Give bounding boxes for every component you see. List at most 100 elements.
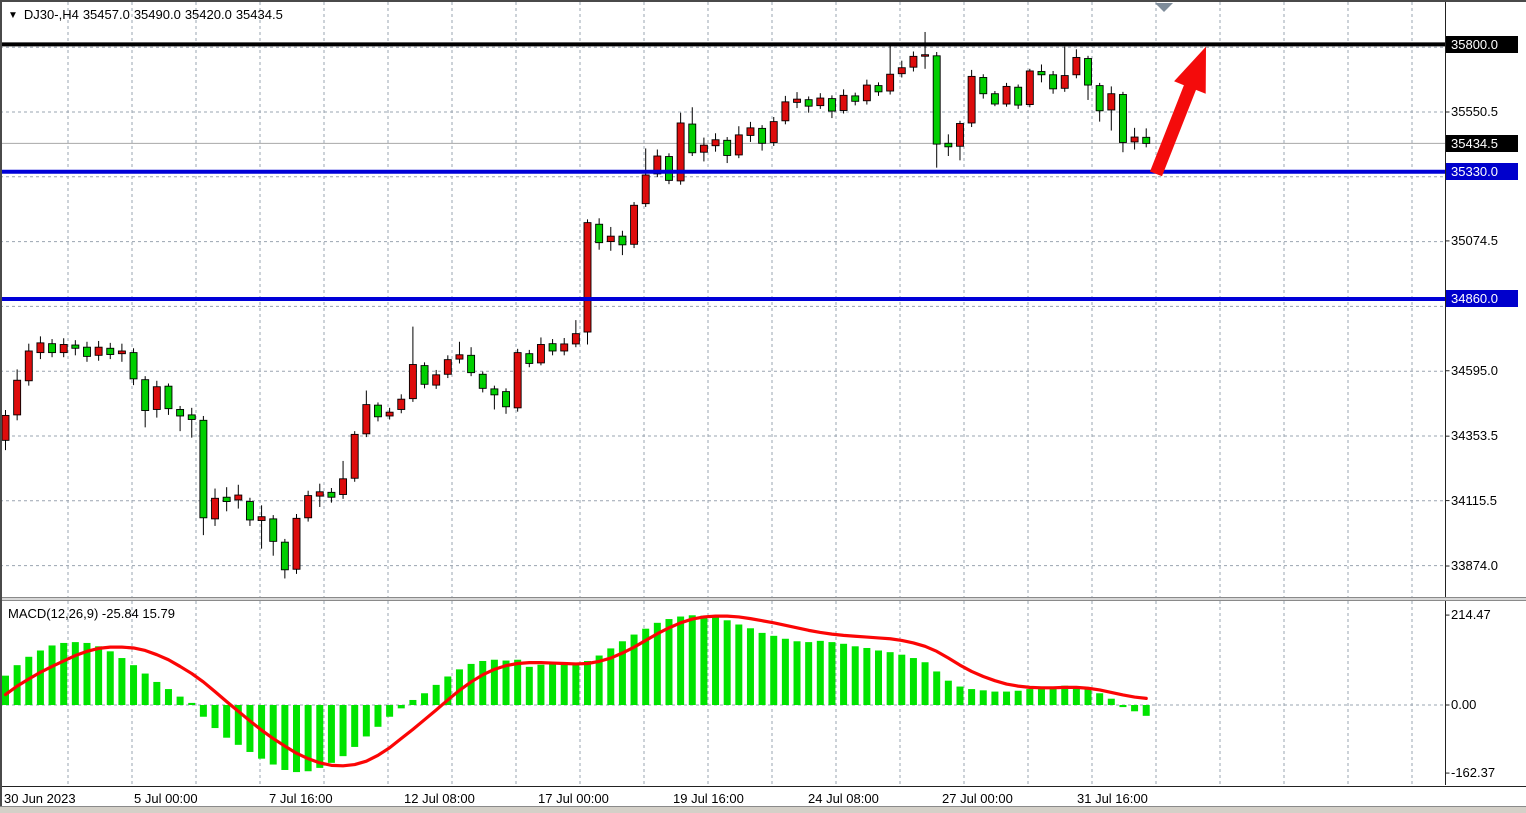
macd-indicator-label: MACD(12,26,9) -25.84 15.79: [8, 606, 175, 621]
candle-bearish: [176, 409, 185, 417]
chart-shift-marker-icon[interactable]: [1155, 3, 1173, 12]
candle-bullish: [886, 73, 895, 92]
macd-histogram-bar: [572, 663, 580, 705]
macd-histogram-bar: [968, 689, 976, 705]
macd-histogram-bar: [677, 616, 685, 705]
candle-bearish: [990, 93, 999, 105]
macd-histogram-bar: [153, 681, 161, 705]
macd-histogram-bar: [921, 662, 929, 705]
macd-histogram-bar: [106, 651, 114, 705]
candle-bullish: [304, 495, 313, 519]
candle-bullish: [583, 222, 592, 333]
candle-bearish: [1014, 86, 1023, 106]
macd-histogram-bar: [549, 663, 557, 705]
candle-bullish: [152, 386, 161, 410]
candle-bearish: [723, 139, 732, 156]
macd-histogram-bar: [851, 646, 859, 705]
candle-bearish: [1037, 71, 1046, 76]
macd-histogram-bar: [455, 669, 463, 705]
macd-histogram-bar: [223, 705, 231, 738]
candle-bullish: [769, 121, 778, 143]
macd-histogram-bar: [688, 615, 696, 705]
macd-histogram-bar: [211, 705, 219, 729]
candle-bullish: [257, 516, 266, 521]
macd-histogram-bar: [1119, 705, 1127, 708]
candle-bearish: [199, 419, 208, 519]
candle-bullish: [676, 122, 685, 182]
candle-bearish: [502, 391, 510, 408]
macd-histogram-bar: [805, 642, 813, 705]
chart-canvas[interactable]: [0, 0, 1526, 786]
macd-histogram-bar: [432, 684, 440, 705]
macd-histogram-bar: [141, 673, 149, 705]
candle-bullish: [513, 352, 522, 409]
price-badge-34860.0: 34860.0: [1446, 290, 1518, 308]
candle-bearish: [83, 346, 91, 357]
candle-bullish: [956, 123, 964, 147]
macd-histogram-bar: [909, 658, 917, 705]
candle-bullish: [292, 517, 301, 570]
macd-histogram-bar: [118, 658, 126, 705]
candle-bullish: [211, 497, 219, 520]
price-axis-label: 34353.5: [1451, 428, 1498, 444]
macd-histogram-bar: [386, 705, 394, 717]
candle-bearish: [851, 95, 860, 102]
trend-arrow[interactable]: [1150, 46, 1206, 177]
candle-bullish: [1107, 93, 1116, 111]
candle-bearish: [525, 353, 534, 364]
time-axis-label: 27 Jul 00:00: [942, 791, 1013, 806]
candle-bullish: [816, 97, 825, 107]
candle-bullish: [571, 333, 580, 345]
macd-histogram-bar: [1014, 690, 1022, 705]
macd-histogram-bar: [234, 705, 242, 745]
macd-histogram-bar: [397, 705, 405, 709]
macd-histogram-bar: [60, 642, 68, 705]
price-axis-label: 33874.0: [1451, 557, 1498, 573]
time-axis[interactable]: 30 Jun 2023 5 Jul 00:00 7 Jul 16:00 12 Jul …: [0, 786, 1526, 807]
macd-histogram-bar: [781, 638, 789, 705]
macd-histogram-bar: [1049, 686, 1057, 705]
candle-bullish: [1, 414, 10, 441]
window-left-edge: [0, 0, 2, 806]
candle-bearish: [827, 98, 836, 112]
candle-bearish: [1095, 85, 1104, 112]
candle-bearish: [106, 347, 115, 355]
candle-bearish: [164, 385, 173, 410]
candle-bullish: [1025, 70, 1034, 106]
macd-histogram-bar: [1026, 689, 1034, 705]
macd-histogram-bar: [840, 643, 848, 705]
candle-bearish: [944, 142, 953, 148]
macd-histogram-bar: [374, 705, 382, 727]
candle-bullish: [560, 343, 569, 352]
macd-histogram-bar: [618, 641, 626, 705]
macd-histogram-bar: [502, 660, 510, 705]
macd-histogram-bar: [95, 646, 103, 705]
window-bottom-edge: [0, 806, 1526, 813]
candle-bullish: [397, 398, 406, 410]
candle-bearish: [420, 365, 429, 385]
time-axis-label: 12 Jul 08:00: [404, 791, 475, 806]
price-axis-label: 34595.0: [1451, 362, 1498, 378]
macd-histogram-bar: [735, 624, 743, 705]
candle-bearish: [618, 235, 627, 246]
macd-histogram-bar: [642, 628, 650, 705]
macd-histogram-bar: [490, 659, 498, 705]
macd-signal-line: [3, 614, 1148, 768]
candle-bullish: [385, 411, 394, 417]
macd-histogram-bar: [316, 705, 324, 768]
macd-histogram-bar: [164, 689, 172, 705]
panel-divider[interactable]: [0, 597, 1526, 601]
candle-bullish: [711, 139, 720, 147]
symbol-dropdown-icon[interactable]: ▼: [8, 10, 18, 21]
macd-axis-label: 0.00: [1451, 697, 1477, 712]
macd-axis-label: -162.37: [1451, 765, 1496, 781]
candle-bullish: [746, 127, 755, 136]
candle-bearish: [467, 354, 476, 374]
candle-bullish: [536, 344, 545, 364]
candle-bearish: [1084, 58, 1092, 86]
time-axis-label: 17 Jul 00:00: [538, 791, 609, 806]
window-top-edge: [0, 0, 1526, 2]
macd-histogram-bar: [176, 696, 184, 705]
macd-histogram-bar: [956, 686, 964, 705]
